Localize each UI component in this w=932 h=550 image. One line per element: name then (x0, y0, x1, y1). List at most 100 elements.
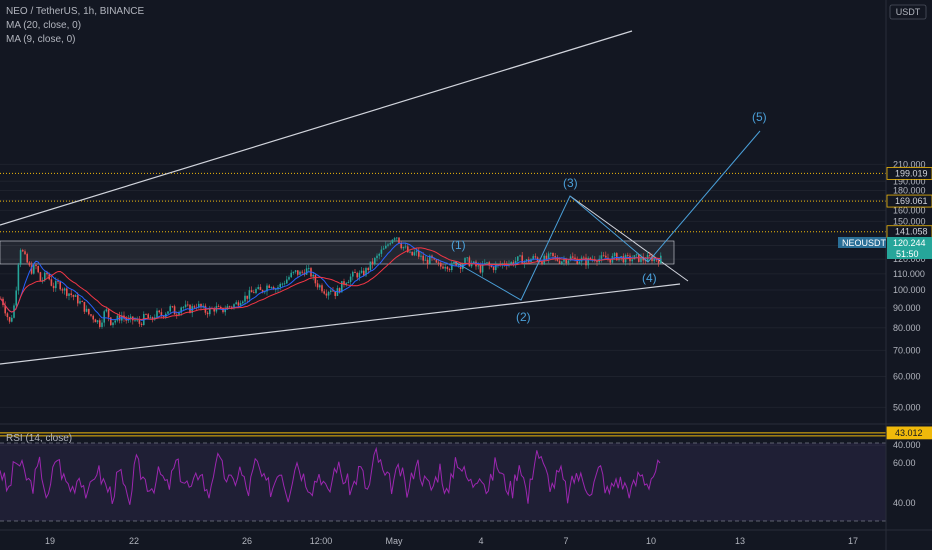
candle-body (288, 277, 290, 280)
candle-body (398, 237, 400, 244)
candle-body (653, 258, 655, 262)
candle-countdown: 51:50 (896, 249, 919, 259)
candle-body (532, 256, 534, 260)
wave-label-1: (1) (451, 238, 466, 252)
y-tick-label: 180.000 (893, 185, 926, 195)
currency-badge[interactable]: USDT (889, 4, 927, 20)
candle-body (576, 258, 578, 265)
time-axis[interactable]: 19 22 26 12:00 May 4 7 10 13 17 (0, 529, 932, 546)
candle-body (79, 301, 81, 304)
ma20-line (0, 247, 661, 321)
candle-body (583, 257, 585, 259)
candle-body (68, 293, 70, 296)
candle-body (6, 313, 9, 318)
candle-body (389, 243, 391, 245)
candle-body (345, 283, 347, 285)
candle-body (99, 320, 101, 327)
candle-body (541, 262, 543, 265)
candle-body (429, 255, 431, 265)
candle-body (473, 261, 475, 264)
ma9-legend[interactable]: MA (9, close, 0) (6, 34, 76, 45)
rsi-legend[interactable]: RSI (14, close) (6, 433, 73, 444)
candle-body (402, 246, 405, 249)
candle-body (129, 316, 132, 319)
candle-body (455, 261, 457, 266)
candle-body (512, 262, 515, 265)
candle-body (8, 317, 11, 322)
candle-body (178, 312, 180, 316)
candle-body (651, 255, 653, 262)
candle-body (409, 251, 411, 253)
candle-body (552, 252, 554, 257)
candle-body (50, 279, 53, 286)
rsi-band (0, 443, 886, 521)
candle-body (600, 255, 603, 259)
rsi-line (0, 446, 661, 505)
candle-body (290, 272, 292, 278)
candle-body (242, 301, 244, 304)
candle-body (275, 289, 277, 290)
candle-body (587, 257, 589, 266)
y-tick-label: 110.000 (893, 269, 925, 279)
candle-body (468, 257, 471, 267)
candle-body (378, 253, 380, 256)
candle-body (607, 257, 609, 259)
candle-body (228, 306, 231, 308)
candle-body (81, 301, 83, 302)
candle-body (627, 255, 629, 256)
candle-body (479, 265, 482, 273)
y-tick-label: 190.000 (893, 176, 926, 186)
candle-body (369, 261, 372, 271)
candle-body (453, 261, 455, 264)
candle-body (24, 251, 26, 255)
y-tick-label: 40.000 (893, 440, 921, 450)
level-badges: 199.019 169.061 141.058 43.012 (886, 167, 932, 440)
candle-body (525, 259, 528, 262)
candle-body (92, 315, 94, 320)
rsi-tick-label: 40.00 (893, 498, 916, 508)
candle-body (442, 266, 444, 269)
y-tick-label: 120.000 (893, 254, 926, 264)
candle-body (569, 256, 572, 261)
candle-body (37, 266, 39, 273)
candle-body (44, 272, 46, 281)
candle-body (305, 268, 308, 275)
candle-body (404, 246, 407, 248)
candle-body (46, 272, 48, 275)
candle-body (209, 308, 211, 315)
candle-body (248, 290, 251, 299)
candle-body (457, 264, 460, 266)
ma20-legend[interactable]: MA (20, close, 0) (6, 20, 82, 31)
candle-body (156, 310, 158, 318)
candle-body (162, 315, 165, 317)
candle-body (22, 250, 24, 252)
candle-body (349, 276, 352, 282)
symbol-legend[interactable]: NEO / TetherUS, 1h, BINANCE (6, 6, 145, 17)
candle-body (358, 272, 361, 278)
candle-body (464, 258, 466, 265)
candle-body (470, 263, 473, 267)
y-tick-label: 70.000 (893, 345, 921, 355)
candle-body (134, 319, 136, 321)
candle-body (545, 255, 548, 259)
ma9-line (0, 242, 661, 321)
candle-body (151, 317, 154, 320)
candle-body (360, 270, 363, 273)
candle-body (237, 302, 240, 306)
candle-body (301, 271, 303, 273)
x-tick-label: May (385, 536, 403, 546)
candle-body (39, 272, 42, 281)
price-level-label: 199.019 (895, 168, 928, 178)
candle-body (96, 320, 99, 323)
candle-body (138, 319, 141, 324)
candle-body (376, 255, 378, 259)
candle-body (433, 258, 435, 260)
candle-body (182, 307, 185, 308)
candle-body (481, 263, 484, 273)
candle-body (574, 257, 576, 259)
y-tick-label: 80.000 (893, 323, 921, 333)
candle-body (140, 323, 143, 325)
candle-body (184, 304, 187, 308)
candle-body (147, 314, 149, 319)
